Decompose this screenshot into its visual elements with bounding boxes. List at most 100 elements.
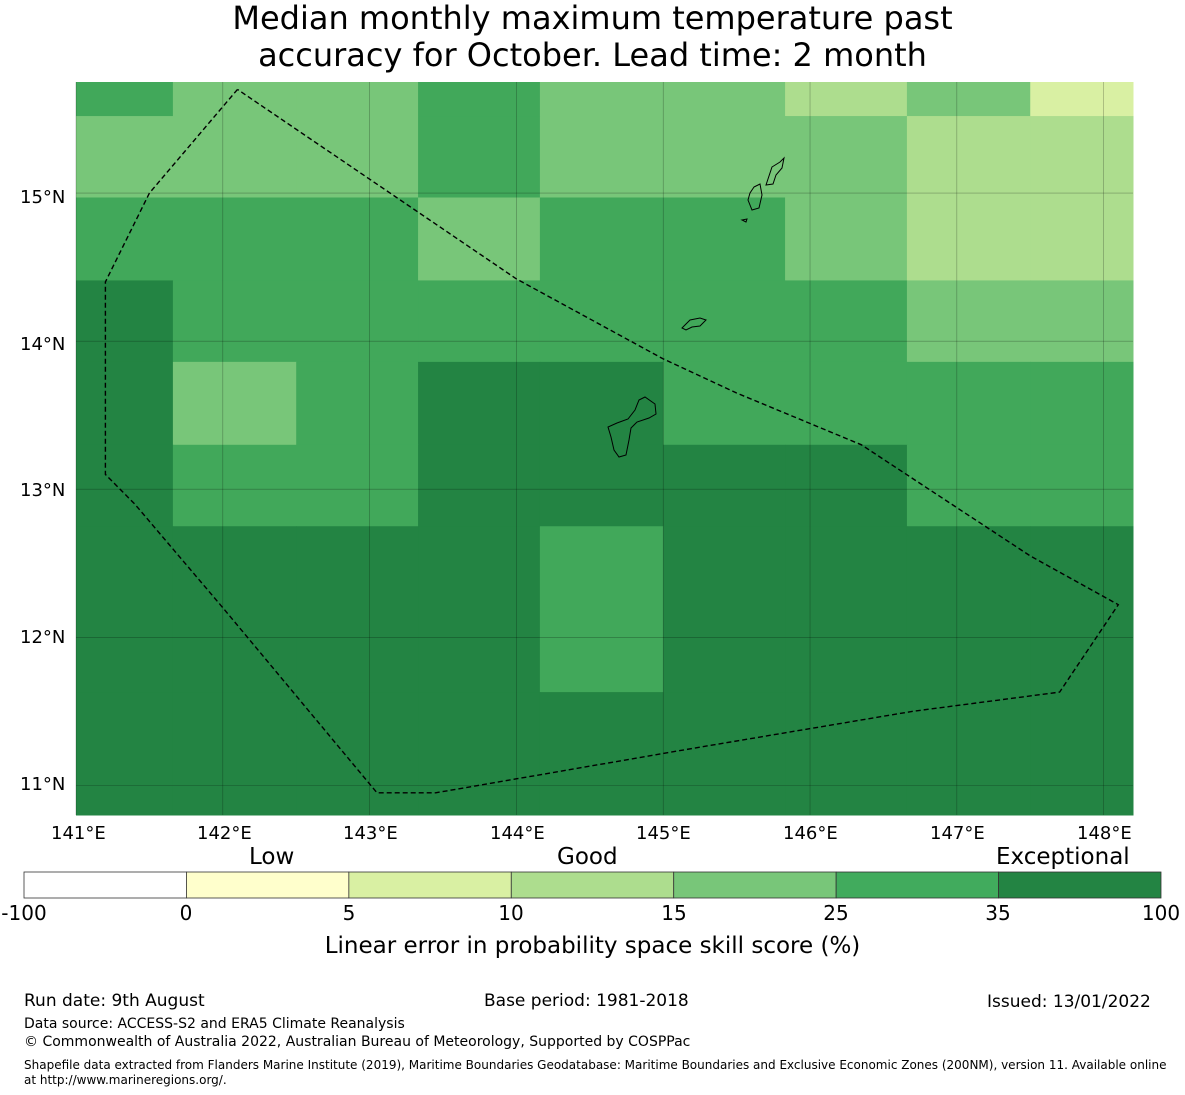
- grid-cell: [785, 444, 908, 527]
- grid-cell: [76, 197, 174, 281]
- graticule: [75, 82, 1133, 815]
- grid-cell: [785, 692, 908, 816]
- lon-label-148: 148°E: [1077, 823, 1132, 844]
- grid-cell: [663, 361, 786, 446]
- grid-cell: [418, 444, 541, 527]
- grid-cell: [296, 280, 419, 363]
- grid-cell: [172, 280, 297, 363]
- grid-cell: [906, 116, 1031, 199]
- grid-cell: [663, 82, 786, 117]
- grid-cell: [1030, 526, 1134, 693]
- grid-cell: [1030, 82, 1134, 117]
- grid-cell: [663, 280, 786, 363]
- grid-cell: [76, 444, 174, 527]
- grid-cell: [539, 82, 664, 117]
- grid-cell: [418, 82, 541, 117]
- lon-label-144: 144°E: [490, 823, 545, 844]
- lat-label-13: 13°N: [20, 480, 66, 501]
- grid-cell: [76, 82, 174, 117]
- category-exceptional: Exceptional: [996, 844, 1130, 870]
- grid-cell: [663, 444, 786, 527]
- copyright: © Commonwealth of Australia 2022, Austra…: [24, 1034, 691, 1050]
- colorbar: [23, 871, 1162, 899]
- colorbar-segment: [23, 871, 187, 899]
- category-low: Low: [249, 844, 295, 870]
- grid-cell: [418, 526, 541, 693]
- lon-label-147: 147°E: [930, 823, 985, 844]
- grid-cell: [906, 444, 1031, 527]
- grid-cell: [296, 444, 419, 527]
- issued-date: Issued: 13/01/2022: [987, 992, 1151, 1012]
- grid-cell: [1030, 444, 1134, 527]
- grid-cell: [1030, 116, 1134, 199]
- grid-cell: [1030, 280, 1134, 363]
- grid-cell: [906, 692, 1031, 816]
- island-aguijan: [740, 218, 748, 223]
- grid-cell: [785, 526, 908, 693]
- grid-cell: [1030, 197, 1134, 281]
- colorbar-segment: [998, 871, 1162, 899]
- grid-cell: [172, 692, 297, 816]
- grid-cell: [418, 116, 541, 199]
- grid-cell: [76, 280, 174, 363]
- grid-cell: [76, 526, 174, 693]
- grid-cell: [296, 197, 419, 281]
- islands: [607, 156, 785, 458]
- grid-cell: [296, 116, 419, 199]
- grid-cell: [539, 444, 664, 527]
- colorbar-segment: [673, 871, 837, 899]
- colorbar-segment: [835, 871, 999, 899]
- cb-tick-neg100: -100: [1, 901, 47, 925]
- cb-tick-5: 5: [342, 901, 356, 925]
- colorbar-segment: [348, 871, 512, 899]
- grid-cell: [172, 361, 297, 446]
- grid-cell: [663, 526, 786, 693]
- chart-title: Median monthly maximum temperature past …: [0, 0, 1185, 74]
- run-date: Run date: 9th August: [24, 991, 205, 1011]
- island-tinian: [747, 183, 763, 211]
- cb-tick-35: 35: [985, 901, 1011, 925]
- grid-cell: [418, 361, 541, 446]
- cb-tick-15: 15: [661, 901, 687, 925]
- lon-label-141: 141°E: [51, 823, 106, 844]
- grid-cell: [296, 361, 419, 446]
- cb-tick-0: 0: [179, 901, 193, 925]
- grid-cell: [172, 82, 297, 117]
- grid-cell: [172, 444, 297, 527]
- grid-cell: [539, 280, 664, 363]
- grid-cell: [418, 692, 541, 816]
- lon-label-145: 145°E: [636, 823, 691, 844]
- skill-grid: [76, 82, 1134, 816]
- grid-cell: [1030, 361, 1134, 446]
- grid-cell: [539, 116, 664, 199]
- title-line-1: Median monthly maximum temperature past: [232, 0, 953, 37]
- grid-cell: [785, 82, 908, 117]
- cb-tick-25: 25: [823, 901, 849, 925]
- grid-cell: [418, 280, 541, 363]
- grid-cell: [1030, 692, 1134, 816]
- grid-cell: [906, 280, 1031, 363]
- lat-label-14: 14°N: [20, 334, 66, 355]
- grid-cell: [785, 280, 908, 363]
- colorbar-segment: [186, 871, 350, 899]
- title-line-2: accuracy for October. Lead time: 2 month: [258, 36, 927, 74]
- lon-label-142: 142°E: [197, 823, 252, 844]
- grid-cell: [539, 197, 664, 281]
- grid-cell: [663, 116, 786, 199]
- island-saipan: [765, 156, 785, 186]
- eez-boundary: [104, 88, 1120, 794]
- grid-cell: [539, 692, 664, 816]
- colorbar-segment: [510, 871, 675, 899]
- lat-label-15: 15°N: [20, 187, 66, 208]
- grid-cell: [172, 526, 297, 693]
- lon-label-143: 143°E: [343, 823, 398, 844]
- grid-cell: [906, 82, 1031, 117]
- grid-cell: [172, 116, 297, 199]
- grid-cell: [172, 197, 297, 281]
- cb-tick-100: 100: [1141, 901, 1181, 925]
- data-source: Data source: ACCESS-S2 and ERA5 Climate …: [24, 1016, 405, 1032]
- grid-cell: [296, 82, 419, 117]
- shapefile-credit: Shapefile data extracted from Flanders M…: [24, 1058, 1167, 1087]
- grid-cell: [663, 692, 786, 816]
